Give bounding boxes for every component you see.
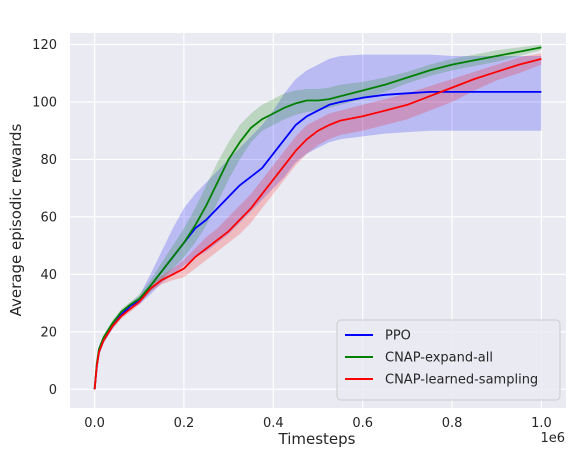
x-axis-label: Timesteps: [278, 430, 356, 448]
x-tick-label: 0.0: [84, 416, 105, 431]
y-tick-label: 60: [40, 210, 57, 225]
series-line-cnap-expand-all: [93, 46, 542, 390]
legend-label-cnap-expand-all: CNAP-expand-all: [385, 351, 493, 366]
y-tick-label: 0: [49, 383, 57, 398]
legend: PPO CNAP-expand-all CNAP-learned-sampling: [336, 319, 561, 401]
y-tick-label: 80: [40, 153, 57, 168]
y-tick-label: 40: [40, 268, 57, 283]
legend-box: [336, 319, 561, 401]
confidence-band-cnap-learned-sampling: [94, 53, 542, 391]
legend-label-cnap-learned-sampling: CNAP-learned-sampling: [385, 373, 538, 388]
x-axis-ticks: 0.0 0.2 0.4 0.6 0.8 1.0: [84, 416, 552, 431]
y-tick-label: 120: [32, 38, 57, 53]
y-axis-label: Average episodic rewards: [7, 123, 25, 316]
series-line-ppo: [93, 91, 542, 390]
x-axis-offset-label: 1e6: [540, 431, 565, 446]
series-line-cnap-learned-sampling: [93, 58, 542, 390]
y-tick-label: 20: [40, 325, 57, 340]
series-lines: [93, 46, 542, 390]
y-tick-label: 100: [32, 95, 57, 110]
confidence-band-ppo: [94, 54, 542, 391]
x-tick-label: 0.8: [442, 416, 463, 431]
grid-lines: [70, 33, 566, 408]
x-tick-label: 0.4: [263, 416, 284, 431]
x-tick-label: 1.0: [531, 416, 552, 431]
y-axis-ticks: 0 20 40 60 80 100 120: [32, 38, 57, 398]
x-tick-label: 0.6: [352, 416, 373, 431]
confidence-bands: [94, 44, 542, 391]
legend-label-ppo: PPO: [385, 329, 411, 344]
x-tick-label: 0.2: [174, 416, 195, 431]
